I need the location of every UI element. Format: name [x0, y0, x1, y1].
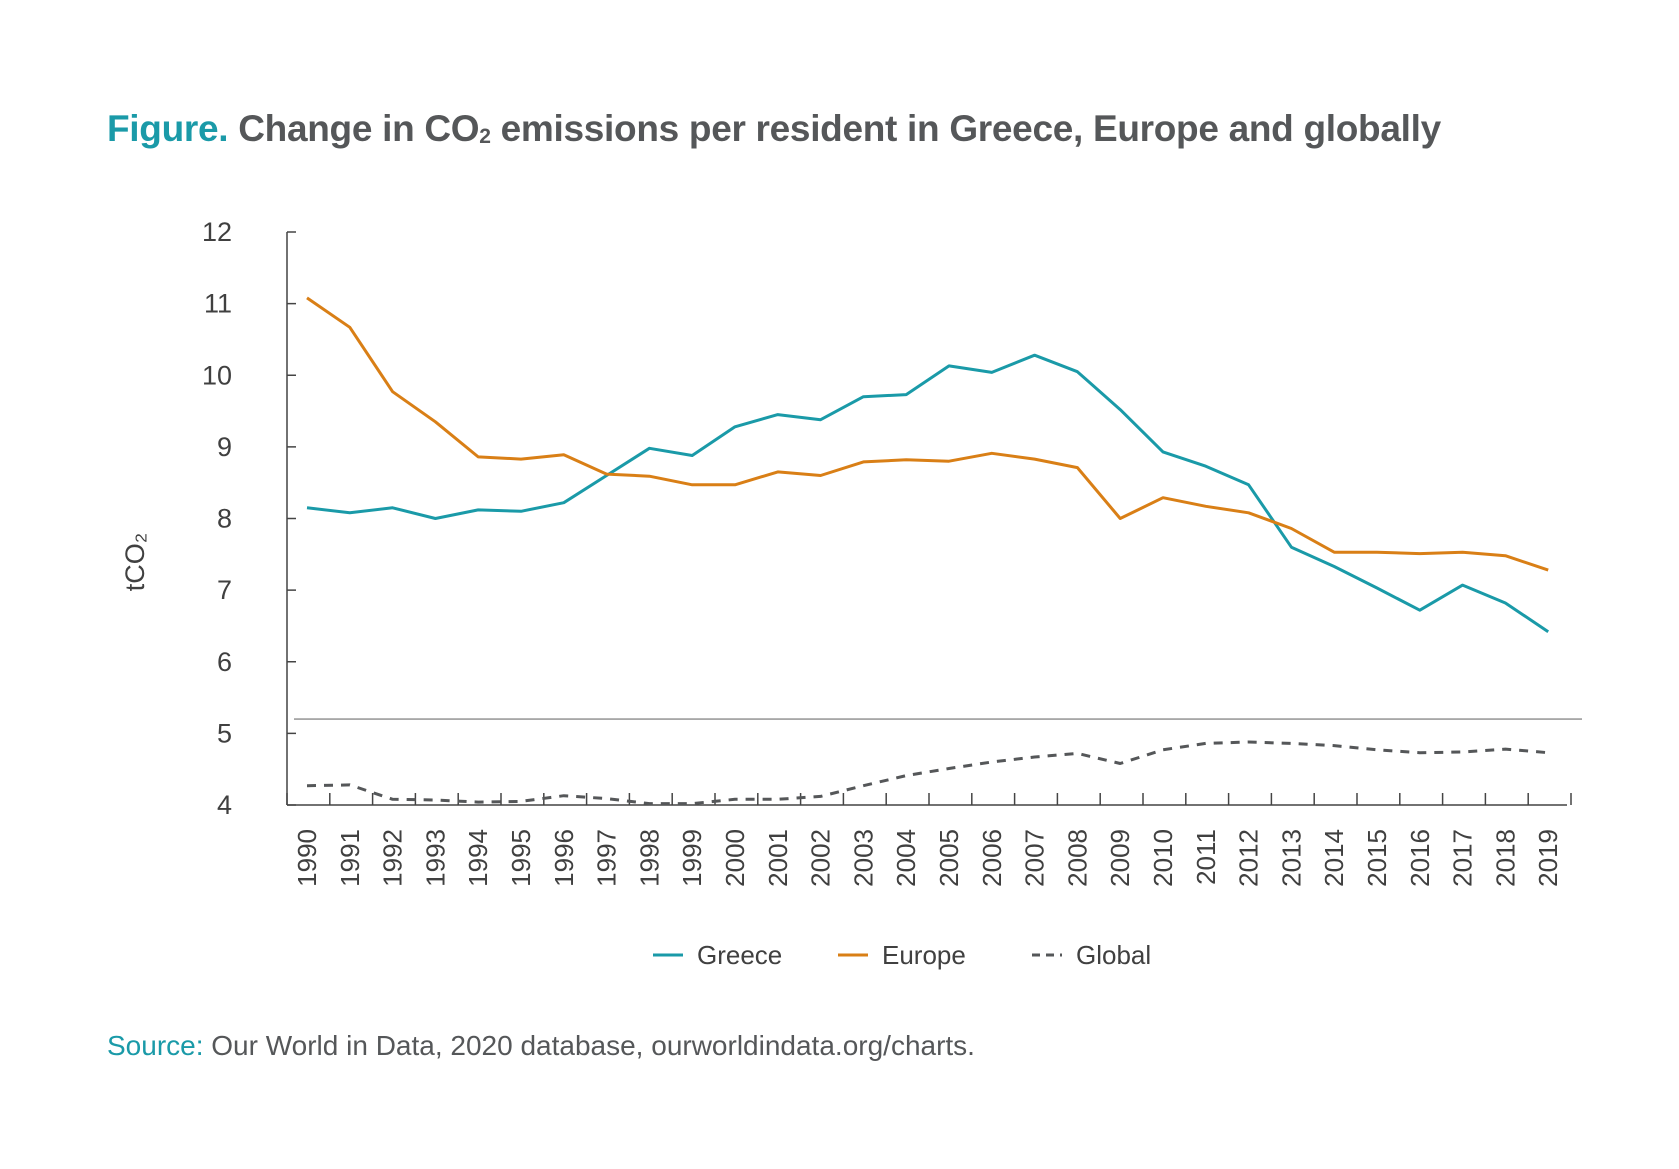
- title-lead: Figure.: [107, 108, 229, 149]
- x-tick-label: 1997: [592, 829, 622, 887]
- x-tick-label: 2004: [891, 829, 921, 887]
- axes: 4 5 6 7 8 9 10 11 12 1990 1991 1992 1993 1994 1995 1996…: [202, 217, 1572, 887]
- x-tick-label: 2012: [1234, 829, 1264, 887]
- y-tick-label: 11: [204, 289, 232, 319]
- y-tick-label: 9: [217, 432, 232, 462]
- legend-label-greece: Greece: [697, 940, 782, 970]
- x-tick-label: 2016: [1405, 829, 1435, 887]
- source-text: Our World in Data, 2020 database, ourwor…: [211, 1030, 975, 1061]
- y-tick-label: 5: [217, 718, 232, 748]
- x-tick-label: 2010: [1148, 829, 1178, 887]
- x-tick-label: 2009: [1105, 829, 1135, 887]
- x-tick-label: 2015: [1362, 829, 1392, 887]
- legend-label-europe: Europe: [882, 940, 966, 970]
- x-tick-label: 2018: [1490, 829, 1520, 887]
- x-tick-label: 2001: [763, 829, 793, 887]
- title-text-rest: emissions per resident in Greece, Europe…: [490, 108, 1442, 149]
- y-tick-label: 6: [217, 647, 232, 677]
- x-tick-label: 2003: [848, 829, 878, 887]
- legend: Greece Europe Global: [653, 940, 1151, 970]
- legend-label-global: Global: [1076, 940, 1151, 970]
- x-tick-label: 1998: [634, 829, 664, 887]
- x-tick-label: 1993: [420, 829, 450, 887]
- title-subscript: 2: [479, 125, 491, 148]
- x-tick-label: 2007: [1020, 829, 1050, 887]
- x-tick-label: 1990: [292, 829, 322, 887]
- x-tick-label: 2000: [720, 829, 750, 887]
- series-group: [306, 296, 1550, 806]
- source-lead: Source:: [107, 1030, 204, 1061]
- chart-title: Figure. Change in CO2 emissions per resi…: [107, 108, 1441, 150]
- x-tick-label: 2008: [1062, 829, 1092, 887]
- series-line-europe: [306, 296, 1549, 572]
- y-tick-label: 10: [202, 360, 232, 390]
- x-tick-label: 1994: [463, 829, 493, 887]
- x-tick-label: 1992: [378, 829, 408, 887]
- x-tick-label: 1995: [506, 829, 536, 887]
- x-tick-label: 1991: [335, 829, 365, 887]
- x-tick-label: 2017: [1448, 829, 1478, 887]
- x-tick-label: 1999: [677, 829, 707, 887]
- x-tick-label: 1996: [549, 829, 579, 887]
- x-tick-label: 2011: [1191, 829, 1221, 885]
- series-line-global: [306, 740, 1549, 806]
- y-tick-label: 12: [202, 217, 232, 247]
- series-line-greece: [306, 353, 1550, 633]
- x-tick-label: 2005: [934, 829, 964, 887]
- x-tick-label: 2002: [806, 829, 836, 887]
- x-tick-label: 2006: [977, 829, 1007, 887]
- y-tick-label: 8: [217, 504, 232, 534]
- x-tick-label: 2013: [1276, 829, 1306, 887]
- title-text: Change in CO: [238, 108, 480, 149]
- y-tick-label: 7: [217, 575, 232, 605]
- y-tick-label: 4: [217, 790, 232, 820]
- x-tick-label: 2014: [1319, 829, 1349, 887]
- y-axis-label: tCO₂: [120, 533, 150, 591]
- source-note: Source: Our World in Data, 2020 database…: [107, 1030, 975, 1062]
- x-tick-label: 2019: [1533, 829, 1563, 887]
